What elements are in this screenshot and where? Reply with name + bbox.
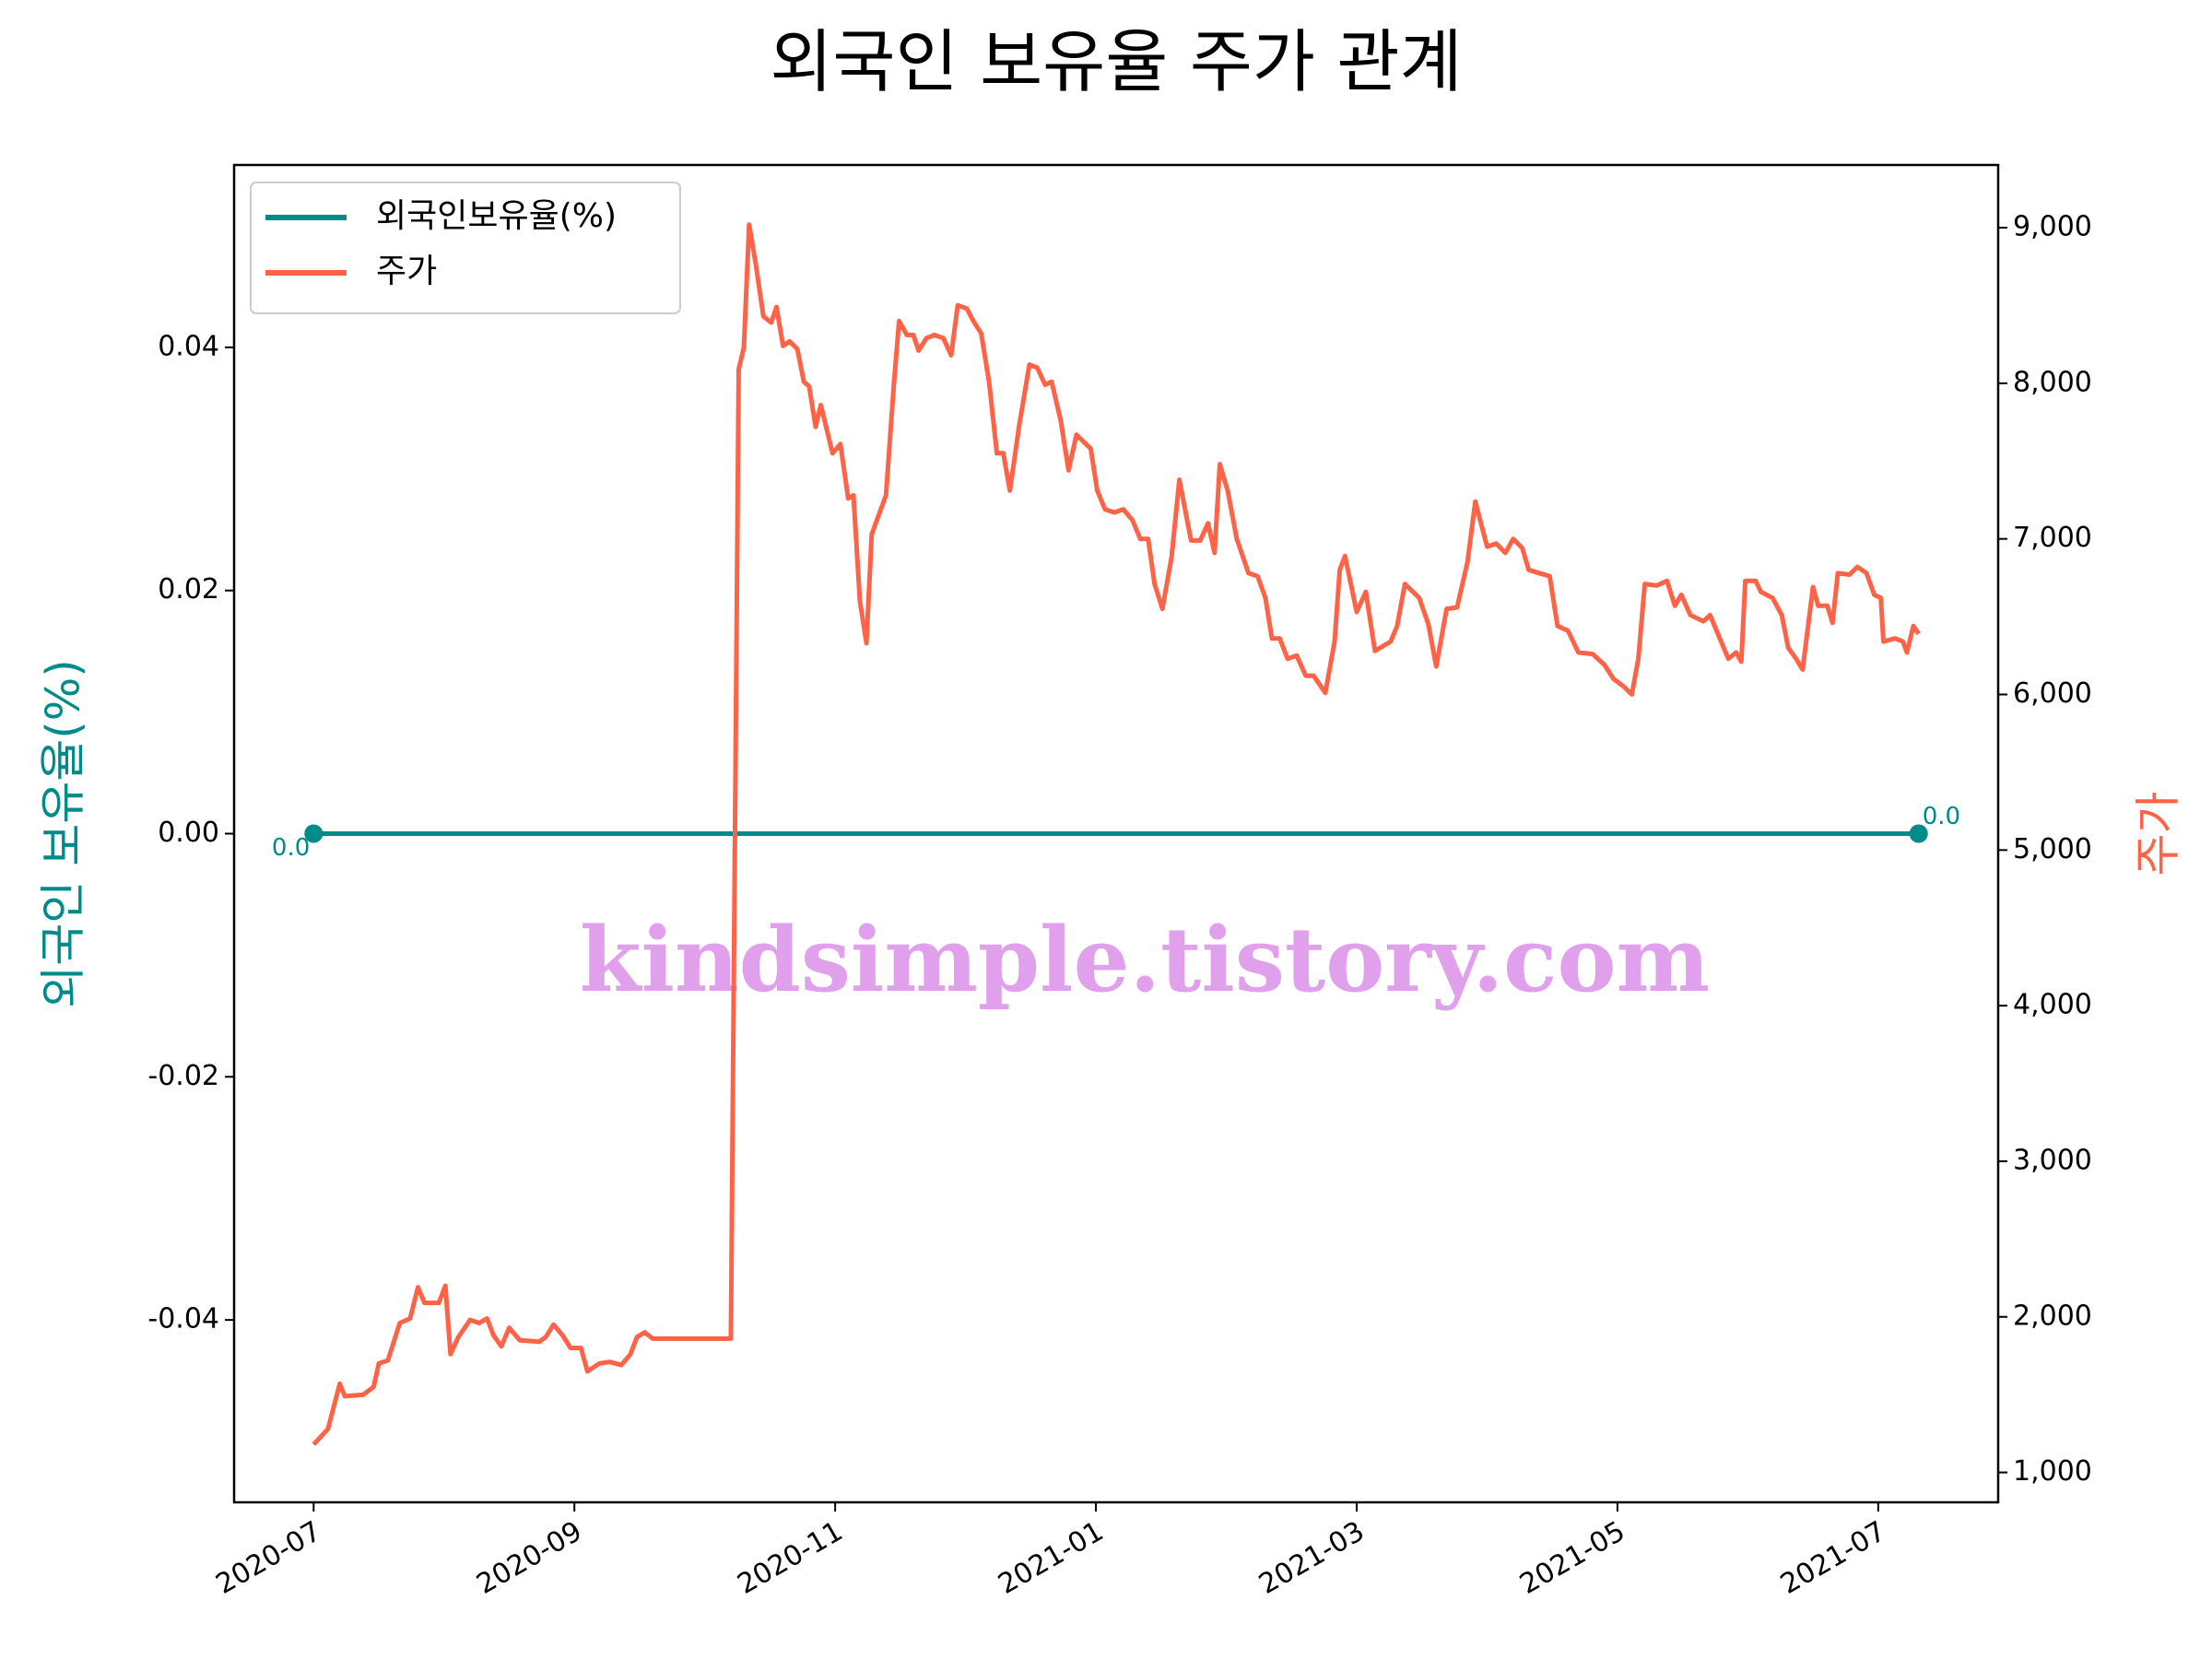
y2-tick-label: 2,000	[2013, 1300, 2092, 1332]
series-line	[312, 222, 1921, 1446]
y2-tick-label: 6,000	[2013, 677, 2092, 710]
legend-box	[250, 182, 681, 314]
y2-tick-label: 8,000	[2013, 366, 2092, 398]
y-tick-label: 0.02	[158, 573, 219, 606]
legend-label: 주가	[376, 253, 437, 290]
data-label: 0.0	[272, 834, 310, 862]
data-label: 0.0	[1923, 803, 1960, 830]
legend: 외국인보유율(%) 주가	[250, 182, 681, 314]
point-marker	[1909, 824, 1928, 843]
y-tick-label: 0.00	[158, 817, 219, 849]
y2-axis-label: 주가	[2132, 792, 2185, 877]
y-axis-label: 외국인 보유율(%)	[37, 659, 90, 1007]
y-tick-label: -0.02	[147, 1060, 219, 1092]
chart-title: 외국인 보유율 주가 관계	[770, 23, 1462, 102]
legend-label: 외국인보유율(%)	[376, 197, 617, 235]
point-marker	[304, 824, 324, 843]
y2-tick-label: 3,000	[2013, 1144, 2092, 1176]
y2-tick-label: 5,000	[2013, 833, 2092, 865]
y2-tick-label: 4,000	[2013, 989, 2092, 1021]
y2-tick-label: 1,000	[2013, 1455, 2092, 1488]
y2-tick-label: 9,000	[2013, 211, 2092, 243]
y-tick-label: 0.04	[158, 330, 219, 362]
watermark: kindsimple.tistory.com	[580, 908, 1710, 1012]
y-tick-label: -0.04	[147, 1303, 219, 1335]
plot-frame	[232, 163, 2000, 1504]
y2-tick-label: 7,000	[2013, 522, 2092, 554]
